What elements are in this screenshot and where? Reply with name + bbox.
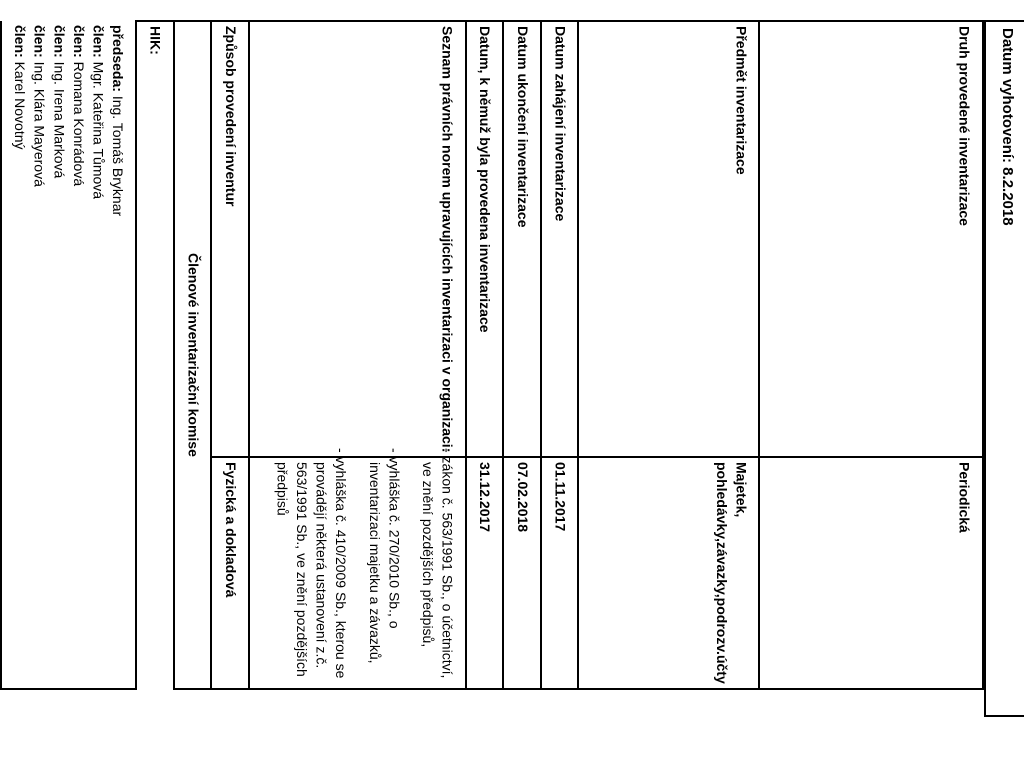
zpusob-value: Fyzická a dokladová [0,457,35,689]
predmet-label: Předmět inventarizace [364,21,545,457]
law-item: - vyhláška č. 270/2010 Sb., o inventariz… [136,462,189,684]
zpusob-label: Způsob provedení inventur [0,21,35,457]
entity-info-box: Název účetní jednotky: Městská část Prah… [770,20,952,717]
seznam-value: - zákon č. 563/1991 Sb., o účetnictví, v… [35,457,252,689]
table-row: Druh provedené inventarizace Periodická [545,21,768,689]
table-row: Datum ukončení inventarizace 07.02.2018 [289,21,327,689]
druh-value: Periodická [545,457,768,689]
law-item: - zákon č. 563/1991 Sb., o účetnictví, v… [189,462,242,684]
kniz-label: Datum, k němuž byla provedena inventariz… [252,21,290,457]
ic: IČ: 45246858 [827,28,850,709]
predmet-value: Majetek, pohledávky,závazky,podrozv.účty [364,457,545,689]
datum-vyhotoveni: Datum vyhotovení: 8.2.2018 [782,28,805,709]
main-table: Druh provedené inventarizace Periodická … [0,20,770,690]
title: Inventarizační zpráva [967,0,988,737]
zahajeni-value: 01.11.2017 [327,457,365,689]
druh-label: Druh provedené inventarizace [545,21,768,457]
document-page: Tabulka A Inventarizační zpráva (počet s… [20,20,1004,737]
table-row: Datum zahájení inventarizace 01.11.2017 [327,21,365,689]
table-row: Seznam právních norem upravujících inven… [35,21,252,689]
seznam-label: Seznam právních norem upravujících inven… [35,21,252,457]
law-item: - vyhláška č. 410/2009 Sb., kterou se pr… [44,462,136,684]
table-ref: Tabulka A [988,20,1004,732]
sidlo-label: Sídlo: [872,28,895,709]
table-row: Předmět inventarizace Majetek, pohledávk… [364,21,545,689]
table-row: Způsob provedení inventur Fyzická a dokl… [0,21,35,689]
subtitle: (počet stran ….8…) [951,20,967,707]
nazev-value: Městská část Praha - Troja [894,28,917,709]
ukonceni-value: 07.02.2018 [289,457,327,689]
kniz-value: 31.12.2017 [252,457,290,689]
ukonceni-label: Datum ukončení inventarizace [289,21,327,457]
law-list: - zákon č. 563/1991 Sb., o účetnictví, v… [44,462,243,684]
sidlo-value: Trojská 230/96, Praha 7 - Troja [849,28,872,709]
kod: Kód inv.místa: 200215 [804,28,827,709]
zahajeni-label: Datum zahájení inventarizace [327,21,365,457]
nazev-label: Název účetní jednotky: [917,28,940,709]
table-row: Datum, k němuž byla provedena inventariz… [252,21,290,689]
